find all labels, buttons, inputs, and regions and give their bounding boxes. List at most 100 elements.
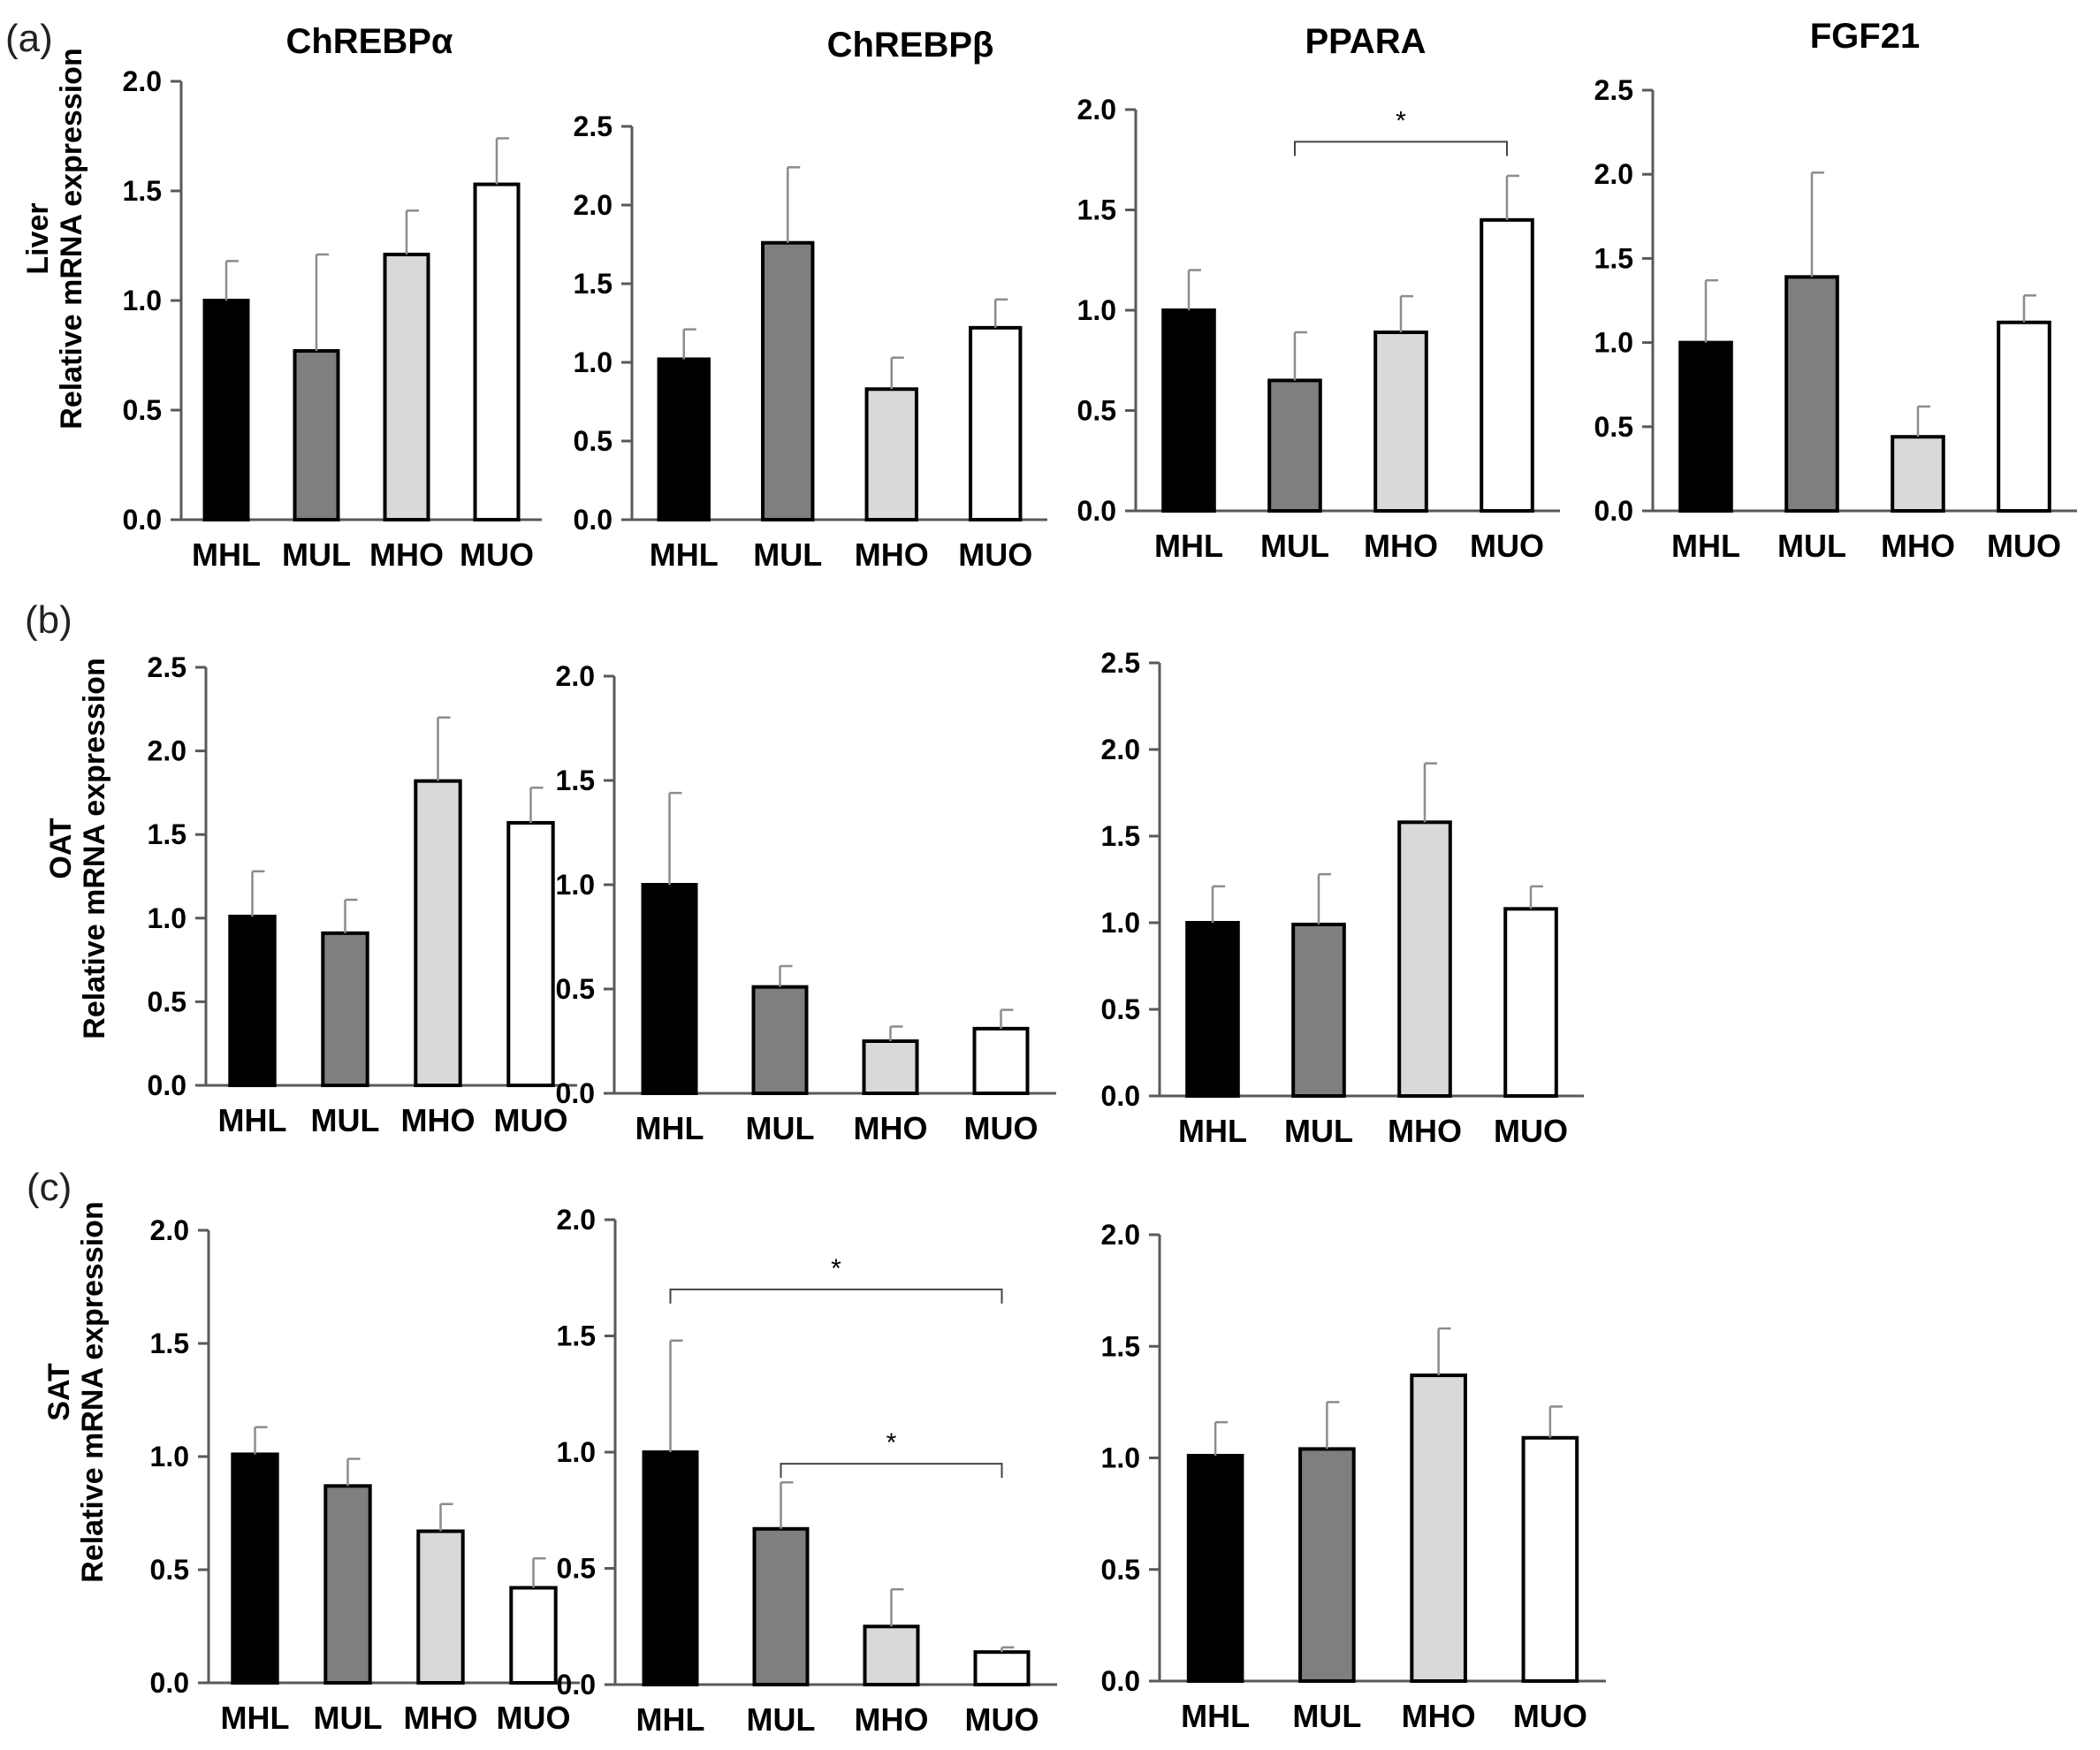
x-tick-label-mhl: MHL	[218, 1102, 287, 1138]
y-tick-label: 1.5	[557, 1320, 596, 1352]
y-tick-label: 1.5	[574, 268, 612, 300]
y-tick-label: 2.0	[1101, 1219, 1140, 1251]
x-tick-label-muo: MUO	[1494, 1113, 1568, 1149]
chart-3: PPARA 0.0 0.5 1.0 1.5 2.0 MHL MUL MHO MUO *	[1077, 22, 1560, 564]
bar-mho	[863, 1624, 920, 1686]
chart-title: ChREBPβ	[827, 26, 994, 65]
chart-5: 0.0 0.5 1.0 1.5 2.0 2.5 MHL MUL MHO MUO	[148, 651, 577, 1138]
y-tick-label: 0.0	[1101, 1080, 1140, 1112]
y-tick-label: 1.0	[574, 346, 612, 378]
x-tick-label-mhl: MHL	[192, 536, 261, 573]
x-tick-label-mul: MUL	[746, 1110, 815, 1146]
y-tick-label: 2.0	[1101, 734, 1140, 765]
bar-muo	[972, 1026, 1030, 1095]
x-tick-label-mhl: MHL	[636, 1701, 705, 1738]
x-tick-label-mho: MHO	[401, 1102, 476, 1138]
x-tick-label-mho: MHO	[369, 536, 444, 573]
bar-mul	[1291, 922, 1346, 1098]
bar-mho	[414, 779, 462, 1087]
x-tick-label-mhl: MHL	[1178, 1113, 1247, 1149]
x-tick-label-mhl: MHL	[221, 1700, 290, 1736]
bar-muo	[969, 325, 1023, 521]
bar-mho	[1397, 820, 1452, 1098]
y-tick-label: 0.0	[1101, 1665, 1140, 1697]
bar-mho	[1410, 1373, 1467, 1683]
row-a-tissue: Liver	[21, 202, 55, 274]
row-c-tissue: SAT	[42, 1363, 76, 1421]
bar-muo	[1503, 907, 1558, 1098]
y-tick-label: 0.5	[150, 1554, 189, 1586]
x-tick-label-mul: MUL	[311, 1102, 380, 1138]
significance-bracket	[669, 1288, 1003, 1304]
y-tick-label: 2.0	[123, 65, 162, 97]
row-a-y-title: Liver Relative mRNA expression	[21, 48, 88, 429]
y-tick-label: 0.5	[1594, 411, 1633, 443]
y-tick-label: 0.0	[148, 1069, 186, 1101]
x-tick-label-muo: MUO	[494, 1102, 568, 1138]
bar-muo	[1480, 217, 1534, 513]
bar-mul	[293, 349, 340, 522]
y-tick-label: 2.5	[574, 110, 612, 142]
y-tick-label: 1.0	[150, 1441, 189, 1472]
x-tick-label-mho: MHO	[854, 1110, 928, 1146]
y-tick-label: 1.5	[150, 1328, 189, 1359]
chart-7: 0.0 0.5 1.0 1.5 2.0 2.5 MHL MUL MHO MUO	[1101, 647, 1584, 1149]
x-tick-label-mho: MHO	[1402, 1698, 1476, 1734]
chart-title: FGF21	[1810, 17, 1920, 56]
y-tick-label: 0.5	[123, 394, 162, 426]
bar-muo	[506, 820, 555, 1087]
y-tick-label: 1.5	[1594, 242, 1633, 274]
y-tick-label: 0.0	[1077, 495, 1116, 527]
chart-8: 0.0 0.5 1.0 1.5 2.0 MHL MUL MHO MUO	[150, 1214, 580, 1736]
y-tick-label: 1.0	[557, 1436, 596, 1468]
x-tick-label-mho: MHO	[1881, 528, 1955, 564]
bar-muo	[1521, 1435, 1579, 1684]
row-c-measure: Relative mRNA expression	[76, 1201, 110, 1582]
bar-mho	[1373, 330, 1428, 513]
y-tick-label: 2.0	[148, 735, 186, 767]
x-tick-label-mul: MUL	[1284, 1113, 1353, 1149]
bar-mho	[864, 387, 918, 522]
chart-title: PPARA	[1305, 22, 1426, 61]
x-tick-label-mho: MHO	[1364, 528, 1438, 564]
bar-mul	[1784, 275, 1839, 513]
y-tick-label: 1.5	[123, 175, 162, 207]
x-tick-label-mhl: MHL	[1671, 528, 1740, 564]
significance-label: *	[1396, 106, 1406, 135]
y-tick-label: 2.5	[1101, 647, 1140, 679]
x-tick-label-mul: MUL	[747, 1701, 816, 1738]
y-tick-label: 2.0	[1077, 94, 1116, 126]
bar-mhl	[1186, 1453, 1244, 1683]
y-tick-label: 0.0	[1594, 495, 1633, 527]
y-tick-label: 1.0	[123, 285, 162, 316]
bar-muo	[473, 182, 521, 521]
bar-mhl	[657, 357, 711, 521]
bar-mhl	[1678, 340, 1733, 513]
bar-mhl	[1161, 308, 1216, 513]
y-tick-label: 1.5	[148, 818, 186, 850]
y-tick-label: 0.5	[1101, 993, 1140, 1025]
y-tick-label: 2.0	[557, 1204, 596, 1236]
chart-title: ChREBPα	[285, 22, 453, 61]
x-tick-label-mhl: MHL	[650, 536, 719, 573]
y-tick-label: 1.0	[1101, 1442, 1140, 1474]
y-tick-label: 0.5	[557, 1553, 596, 1585]
y-tick-label: 1.5	[1077, 194, 1116, 226]
x-tick-label-mho: MHO	[1388, 1113, 1462, 1149]
x-tick-label-muo: MUO	[460, 536, 534, 573]
x-tick-label-mho: MHO	[855, 536, 929, 573]
bar-mhl	[1185, 921, 1240, 1098]
x-tick-label-muo: MUO	[964, 1110, 1039, 1146]
row-b-measure: Relative mRNA expression	[78, 658, 111, 1039]
chart-1: ChREBPα 0.0 0.5 1.0 1.5 2.0 MHL MUL MHO MUO	[123, 22, 542, 573]
bar-mhl	[228, 914, 277, 1087]
bar-mho	[862, 1039, 919, 1095]
bar-mul	[323, 1484, 372, 1685]
significance-label: *	[886, 1428, 897, 1457]
panel-label-b: (b)	[25, 598, 72, 642]
x-tick-label-muo: MUO	[1513, 1698, 1587, 1734]
panel-label-a: (a)	[5, 17, 53, 60]
y-tick-label: 2.0	[150, 1214, 189, 1246]
y-tick-label: 1.0	[148, 902, 186, 934]
